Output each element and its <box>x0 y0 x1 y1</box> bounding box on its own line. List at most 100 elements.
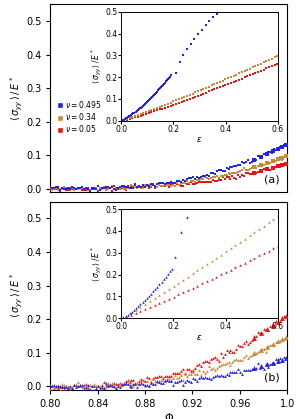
Point <box>222 372 227 379</box>
Point <box>99 186 104 193</box>
Point <box>262 161 266 168</box>
Point <box>230 173 235 180</box>
Point <box>94 383 98 389</box>
Point <box>198 374 203 381</box>
Point <box>220 168 225 174</box>
Point <box>254 333 259 339</box>
Point <box>151 181 156 188</box>
Point <box>96 183 100 189</box>
Point <box>228 170 233 177</box>
Point <box>97 383 102 390</box>
Point <box>224 165 229 172</box>
Point <box>52 384 57 391</box>
Point <box>228 163 233 170</box>
Point <box>54 186 59 192</box>
Point <box>121 186 126 192</box>
Point <box>216 363 221 370</box>
Point <box>222 361 227 368</box>
Point <box>99 384 104 391</box>
Point <box>103 381 108 388</box>
Point <box>224 174 229 181</box>
Point <box>125 377 130 384</box>
Point <box>186 378 191 384</box>
Point <box>83 187 88 194</box>
Point <box>83 380 88 387</box>
Point <box>163 180 168 187</box>
Point <box>64 185 69 191</box>
Point <box>76 383 81 390</box>
Text: (b): (b) <box>264 372 280 382</box>
Point <box>252 348 257 355</box>
Point <box>185 365 189 372</box>
Point <box>131 380 136 387</box>
Point <box>52 184 57 191</box>
Point <box>175 178 179 184</box>
Point <box>272 165 276 171</box>
Point <box>149 378 154 384</box>
Point <box>178 376 183 383</box>
Point <box>153 380 158 387</box>
Point <box>131 183 136 190</box>
Point <box>141 185 146 191</box>
Point <box>238 174 243 181</box>
Point <box>113 186 118 192</box>
Point <box>96 187 100 194</box>
Point <box>270 323 274 330</box>
Point <box>280 358 284 365</box>
Point <box>271 164 275 171</box>
Point <box>265 326 269 333</box>
Point <box>232 357 237 363</box>
Point <box>155 374 160 380</box>
Point <box>252 164 256 171</box>
Point <box>240 171 245 178</box>
Point <box>161 180 165 186</box>
Point <box>260 154 265 160</box>
Point <box>256 360 260 367</box>
Point <box>173 182 177 189</box>
Point <box>107 184 112 191</box>
Point <box>52 382 57 388</box>
Point <box>206 176 211 182</box>
Point <box>262 346 266 352</box>
Point <box>266 166 271 173</box>
Point <box>123 186 128 192</box>
Point <box>109 380 114 386</box>
Point <box>102 385 106 391</box>
Point <box>68 185 73 191</box>
Point <box>159 379 164 386</box>
Point <box>119 183 124 189</box>
Point <box>91 386 96 393</box>
Point <box>147 383 152 390</box>
Point <box>105 382 110 389</box>
Point <box>264 361 268 367</box>
Point <box>197 174 201 181</box>
Point <box>222 351 227 357</box>
Point <box>252 349 256 356</box>
Point <box>224 371 229 378</box>
Point <box>177 182 181 189</box>
Point <box>258 347 263 354</box>
Point <box>68 385 73 392</box>
Point <box>198 179 203 186</box>
Point <box>86 383 90 389</box>
Point <box>50 382 55 389</box>
Point <box>62 184 67 191</box>
Point <box>281 354 286 361</box>
Point <box>70 385 75 391</box>
Point <box>198 362 203 369</box>
Point <box>96 383 100 389</box>
Point <box>212 373 217 380</box>
Point <box>68 186 73 193</box>
Point <box>192 376 197 383</box>
Point <box>265 166 269 173</box>
Point <box>204 178 209 185</box>
Point <box>248 367 253 374</box>
Point <box>178 371 183 378</box>
Point <box>178 181 183 187</box>
Point <box>82 382 86 389</box>
Point <box>153 183 158 190</box>
Point <box>88 381 92 388</box>
Point <box>70 383 75 390</box>
Point <box>72 185 76 191</box>
Point <box>111 383 116 390</box>
